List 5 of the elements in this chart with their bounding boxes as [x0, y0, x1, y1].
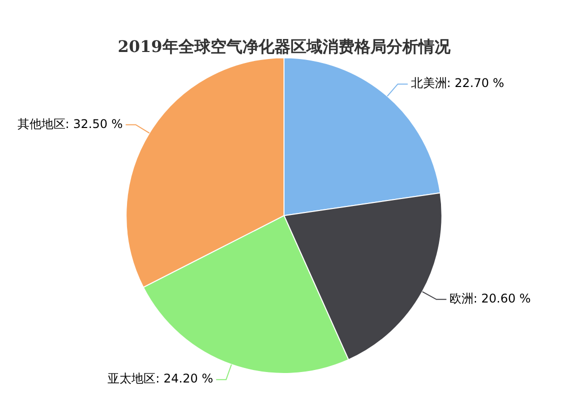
- slice-label: 亚太地区: 24.20 %: [108, 372, 214, 386]
- slice-label: 其他地区: 32.50 %: [17, 116, 123, 131]
- slice-label: 欧洲: 20.60 %: [449, 292, 531, 306]
- slice-label: 北美洲: 22.70 %: [410, 76, 504, 90]
- chart-title: 2019年全球空气净化器区域消费格局分析情况: [118, 36, 452, 56]
